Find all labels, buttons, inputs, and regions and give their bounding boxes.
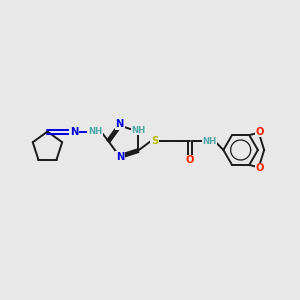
Text: N: N	[116, 119, 124, 129]
Text: N: N	[116, 152, 124, 162]
Text: N: N	[70, 127, 78, 136]
Text: NH: NH	[131, 126, 146, 135]
Text: O: O	[186, 155, 194, 165]
Text: S: S	[151, 136, 158, 146]
Text: O: O	[255, 164, 264, 173]
Text: NH: NH	[88, 127, 102, 136]
Text: O: O	[255, 127, 264, 136]
Text: NH: NH	[202, 136, 217, 146]
